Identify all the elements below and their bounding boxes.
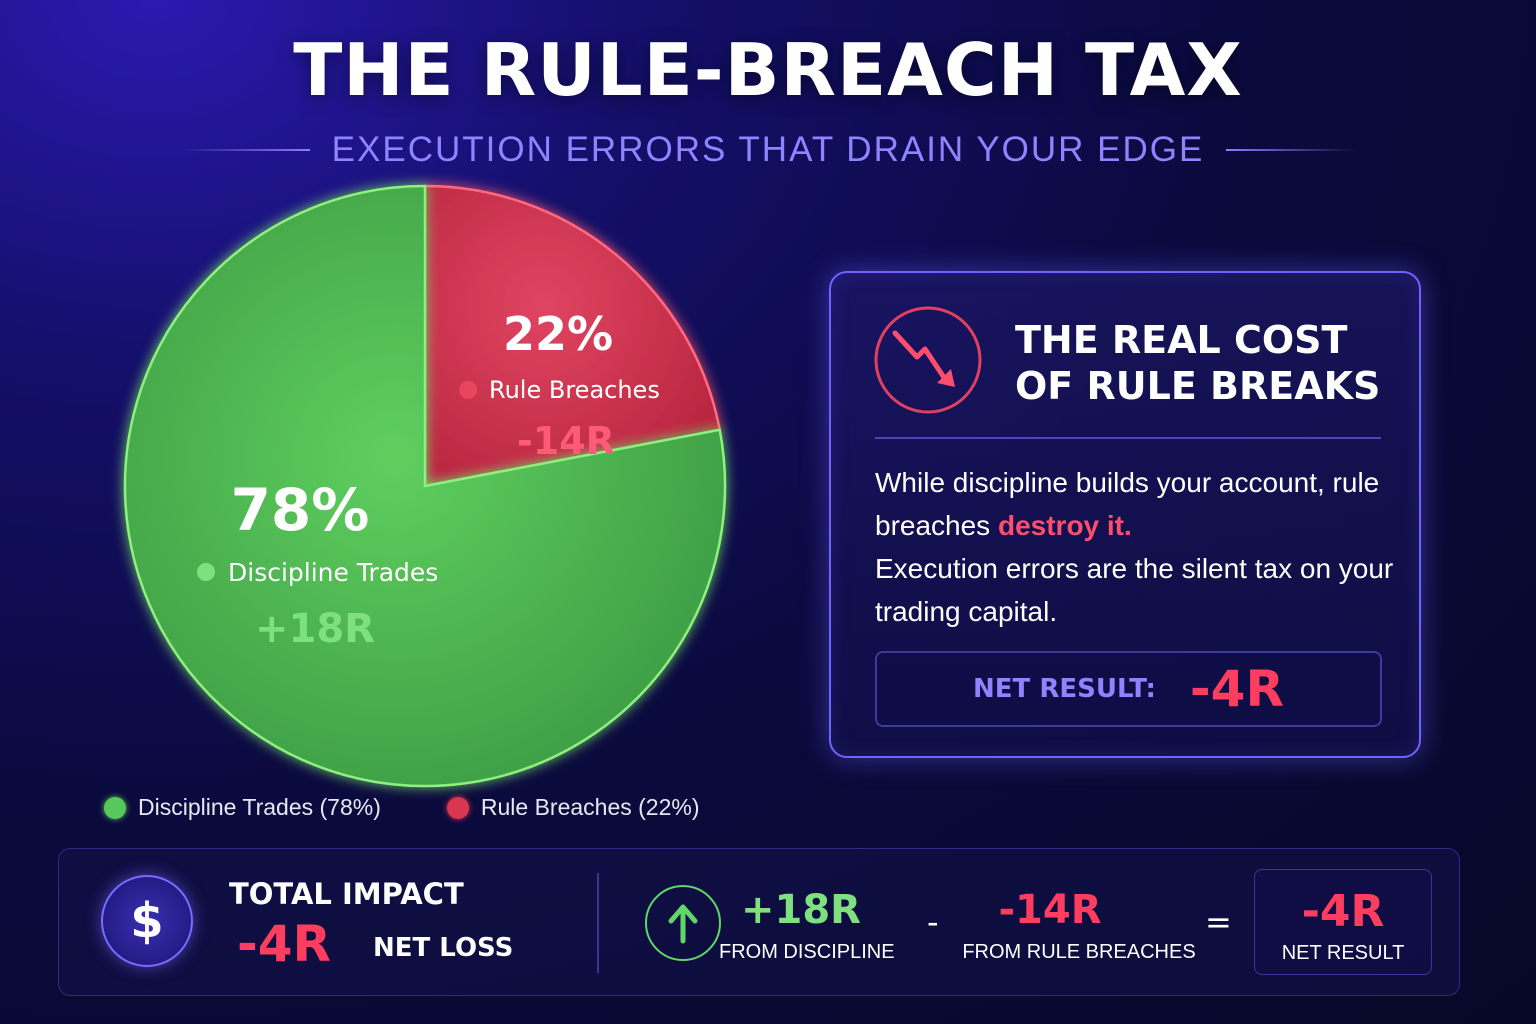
cost-body-emphasis: destroy it. (997, 510, 1132, 541)
arrow-up-icon (645, 885, 721, 961)
subtitle-rule-left (179, 149, 310, 151)
legend-dot-discipline (104, 796, 126, 819)
net-result-value: -4R (1189, 660, 1284, 718)
result-box: -4R NET RESULT (1254, 869, 1432, 975)
impact-tag: NET LOSS (373, 933, 514, 963)
legend-label-discipline: Discipline Trades (78%) (138, 794, 381, 820)
breach-label-dot (459, 381, 477, 399)
minus-operator: - (927, 903, 939, 941)
cost-title-line2: OF RULE BREAKS (1015, 364, 1381, 408)
dollar-symbol: $ (130, 893, 164, 949)
discipline-label-dot (197, 563, 215, 581)
equals-operator: = (1205, 903, 1232, 941)
cost-body-part2: Execution errors are the silent tax on y… (875, 553, 1394, 627)
total-impact-panel: $ TOTAL IMPACT -4R NET LOSS +18R FROM DI… (58, 848, 1460, 996)
pie-slice-breach (423, 184, 722, 488)
discipline-value: +18R (741, 887, 861, 933)
page-subtitle: EXECUTION ERRORS THAT DRAIN YOUR EDGE (331, 130, 1205, 169)
breach-value: -14R (998, 887, 1102, 933)
breach-caption: FROM RULE BREACHES (962, 941, 1196, 963)
discipline-caption: FROM DISCIPLINE (719, 941, 895, 963)
legend-item-discipline: Discipline Trades (78%) (104, 794, 381, 821)
result-value: -4R (1301, 886, 1385, 937)
cost-card-divider (875, 437, 1381, 439)
real-cost-card: THE REAL COST OF RULE BREAKS While disci… (829, 271, 1421, 758)
chart-legend: Discipline Trades (78%) Rule Breaches (2… (104, 794, 699, 821)
trend-down-icon (874, 306, 982, 414)
dollar-icon: $ (101, 875, 193, 967)
breach-percent-label: 22% (503, 307, 613, 361)
discipline-percent-label: 78% (231, 476, 370, 544)
subtitle-rule-right (1226, 149, 1357, 151)
pie-chart-svg: 22% Rule Breaches -14R 78% Discipline Tr… (123, 184, 727, 788)
pie-slice-discipline (123, 184, 727, 788)
legend-label-breach: Rule Breaches (22%) (480, 794, 700, 820)
panel-divider (597, 873, 599, 973)
cost-card-body: While discipline builds your account, ru… (875, 461, 1395, 633)
discipline-name-label: Discipline Trades (228, 558, 438, 587)
breach-name-label: Rule Breaches (489, 376, 660, 404)
page-title: THE RULE-BREACH TAX (293, 28, 1243, 112)
legend-dot-breach (446, 796, 469, 819)
impact-value: -4R (237, 915, 332, 973)
legend-item-breach: Rule Breaches (22%) (446, 794, 700, 821)
pie-chart: 22% Rule Breaches -14R 78% Discipline Tr… (100, 178, 750, 798)
cost-title-line1: THE REAL COST (1015, 318, 1348, 362)
subtitle-row: EXECUTION ERRORS THAT DRAIN YOUR EDGE (0, 128, 1536, 172)
result-caption: NET RESULT (1281, 942, 1405, 964)
impact-title: TOTAL IMPACT (229, 877, 464, 911)
arrow-up-glyph (668, 904, 698, 944)
discipline-r-label: +18R (255, 606, 375, 652)
cost-body-part1: While discipline builds your account, ru… (875, 467, 1380, 541)
cost-card-title: THE REAL COST OF RULE BREAKS (1015, 317, 1395, 409)
net-result-box: NET RESULT: -4R (875, 651, 1382, 727)
net-result-label: NET RESULT: (973, 674, 1156, 704)
breach-r-label: -14R (517, 419, 615, 463)
